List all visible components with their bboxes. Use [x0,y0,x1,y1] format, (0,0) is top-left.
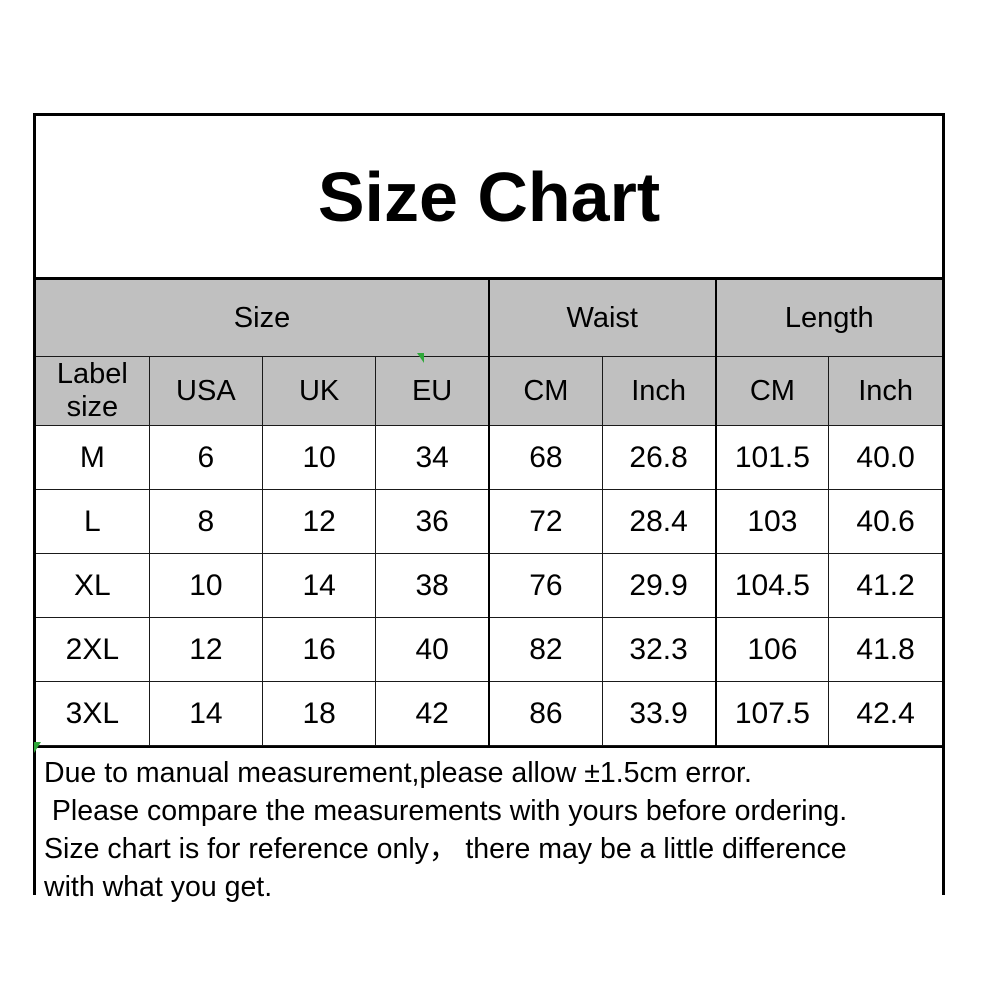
cell-length-cm: 106 [714,617,830,682]
cell-waist-inch: 29.9 [601,553,717,618]
cell-label-size: L [36,489,150,554]
cell-length-inch: 40.0 [828,425,942,490]
note-line-2: Please compare the measurements with you… [44,795,848,827]
column-header-eu: EU [375,356,490,426]
cell-usa: 14 [148,681,264,746]
disclaimer-note: Due to manual measurement,please allow ±… [36,746,942,906]
cell-waist-cm: 72 [487,489,603,554]
cell-eu: 34 [375,425,490,490]
cell-waist-inch: 26.8 [601,425,717,490]
cell-usa: 6 [148,425,264,490]
group-header-waist: Waist [488,280,716,357]
table-row: 3XL 14 18 42 86 33.9 107.5 42.4 [36,681,942,746]
cell-length-inch: 41.2 [828,553,942,618]
column-header-waist-cm: CM [487,356,603,426]
cell-waist-cm: 86 [487,681,603,746]
cell-usa: 10 [148,553,264,618]
cell-uk: 12 [261,489,377,554]
cell-uk: 10 [261,425,377,490]
cell-waist-inch: 32.3 [601,617,717,682]
cell-length-inch: 42.4 [828,681,942,746]
cell-length-cm: 107.5 [714,681,830,746]
cell-label-size: XL [36,553,150,618]
cell-waist-cm: 82 [487,617,603,682]
cell-waist-cm: 68 [487,425,603,490]
column-header-length-inch: Inch [828,356,942,426]
cell-length-cm: 101.5 [714,425,830,490]
size-table: Size Waist Length Label size USA UK EU C… [36,280,942,746]
cell-label-size: M [36,425,150,490]
cell-waist-inch: 33.9 [601,681,717,746]
column-header-row: Label size USA UK EU CM Inch CM Inch [36,356,942,426]
cell-length-cm: 103 [714,489,830,554]
column-header-label-size: Label size [36,356,150,426]
cell-eu: 42 [375,681,490,746]
size-chart-table-frame: Size Chart Size Waist Length Label size … [33,113,945,906]
table-row: L 8 12 36 72 28.4 103 40.6 [36,489,942,554]
chart-title-row: Size Chart [36,116,942,280]
cell-length-cm: 104.5 [714,553,830,618]
table-row: M 6 10 34 68 26.8 101.5 40.0 [36,425,942,490]
cell-uk: 18 [261,681,377,746]
cell-waist-cm: 76 [487,553,603,618]
cell-uk: 16 [261,617,377,682]
note-line-4: with what you get. [44,871,273,903]
cell-label-size: 2XL [36,617,150,682]
cell-usa: 8 [148,489,264,554]
cell-waist-inch: 28.4 [601,489,717,554]
column-header-waist-inch: Inch [601,356,717,426]
size-table-body: M 6 10 34 68 26.8 101.5 40.0 L 8 12 36 7… [36,425,942,746]
cell-uk: 14 [261,553,377,618]
cell-label-size: 3XL [36,681,150,746]
column-header-uk: UK [261,356,377,426]
cell-length-inch: 41.8 [828,617,942,682]
group-header-length: Length [714,280,942,357]
column-header-usa: USA [148,356,264,426]
table-row: XL 10 14 38 76 29.9 104.5 41.2 [36,553,942,618]
note-line-1: Due to manual measurement,please allow ±… [44,757,752,789]
cell-eu: 36 [375,489,490,554]
cell-eu: 38 [375,553,490,618]
group-header-row: Size Waist Length [36,280,942,357]
size-table-head: Size Waist Length Label size USA UK EU C… [36,280,942,426]
table-row: 2XL 12 16 40 82 32.3 106 41.8 [36,617,942,682]
column-header-length-cm: CM [714,356,830,426]
page-title: Size Chart [317,157,661,236]
cell-eu: 40 [375,617,490,682]
cell-length-inch: 40.6 [828,489,942,554]
group-header-size: Size [36,280,490,357]
note-line-3: Size chart is for reference only， there … [44,833,847,865]
cell-usa: 12 [148,617,264,682]
